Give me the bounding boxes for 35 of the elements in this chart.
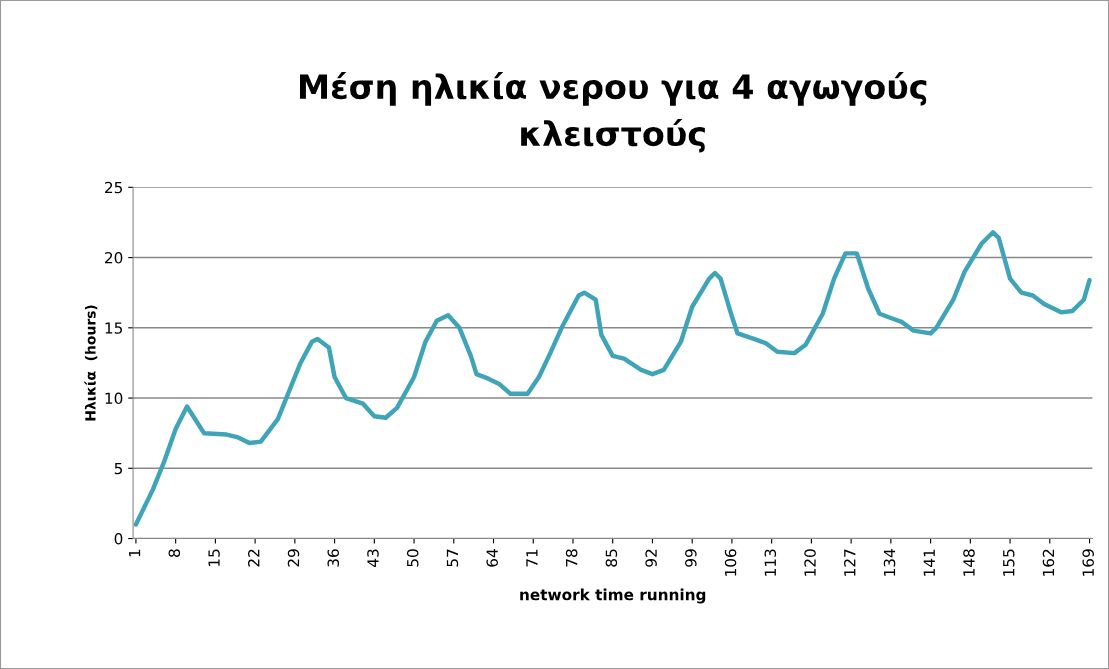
x-tick-label: 15 xyxy=(208,549,220,567)
x-tick-label: 43 xyxy=(367,549,379,567)
x-tick-label: 50 xyxy=(406,549,419,567)
x-tick-label: 106 xyxy=(724,549,737,576)
x-tick-label: 71 xyxy=(526,549,538,567)
x-tick-label: 169 xyxy=(1082,549,1094,576)
chart-title: Μέση ηλικία νερου για 4 αγωγούς κλειστούς xyxy=(299,72,927,153)
y-tick-label: 20 xyxy=(105,252,123,264)
x-tick-label: 99 xyxy=(685,549,697,567)
x-tick-label: 148 xyxy=(963,549,975,576)
x-tick-label: 22 xyxy=(248,549,260,567)
x-tick-label: 29 xyxy=(287,549,300,567)
x-tick-label: 155 xyxy=(1003,549,1015,576)
y-tick-label: 15 xyxy=(105,322,123,334)
y-tick-label: 10 xyxy=(105,392,123,405)
x-tick-label: 1 xyxy=(129,549,141,557)
y-tick-label: 0 xyxy=(114,533,123,545)
x-tick-label: 113 xyxy=(764,549,777,576)
x-tick-label: 141 xyxy=(923,549,935,576)
x-tick-label: 64 xyxy=(486,549,498,567)
line-series xyxy=(133,230,1092,527)
y-tick-label: 25 xyxy=(105,181,123,194)
x-tick-label: 162 xyxy=(1042,549,1055,576)
y-tick-label: 5 xyxy=(114,462,123,475)
x-axis-title: network time running xyxy=(520,588,706,604)
x-tick-label: 57 xyxy=(446,549,459,567)
x-tick-label: 36 xyxy=(327,549,340,567)
x-tick-label: 134 xyxy=(883,549,896,576)
x-tick-label: 92 xyxy=(645,549,657,567)
x-tick-label: 120 xyxy=(804,549,816,576)
x-tick-label: 127 xyxy=(844,549,856,576)
y-axis-title: Ηλικία (hours) xyxy=(84,305,98,421)
x-tick-label: 8 xyxy=(168,549,181,557)
x-tick-label: 78 xyxy=(565,549,578,567)
x-tick-label: 85 xyxy=(605,549,618,567)
